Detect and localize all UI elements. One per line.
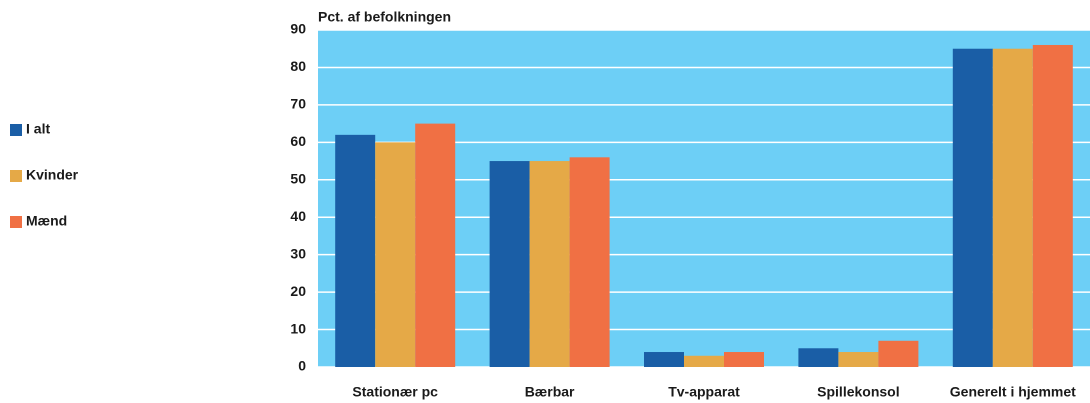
y-tick-label: 30 <box>290 245 306 261</box>
y-tick-label: 50 <box>290 170 306 186</box>
x-tick-label: Spillekonsol <box>817 384 899 400</box>
y-tick-label: 10 <box>290 320 306 336</box>
x-tick-label: Bærbar <box>525 384 575 400</box>
bar <box>878 340 919 367</box>
bar <box>952 48 993 367</box>
y-tick-label: 60 <box>290 133 306 149</box>
bar <box>838 352 879 367</box>
legend-label: I alt <box>26 121 50 137</box>
bar <box>569 157 610 367</box>
legend-swatch <box>10 170 22 182</box>
bar <box>724 352 764 367</box>
legend-swatch <box>10 216 22 228</box>
bar <box>335 134 376 367</box>
y-axis-label: Pct. af befolkningen <box>318 9 451 25</box>
bar <box>1032 44 1073 367</box>
x-tick-label: Tv-apparat <box>668 384 740 400</box>
bar <box>375 142 416 367</box>
y-tick-label: 90 <box>290 21 306 37</box>
legend-label: Mænd <box>26 213 67 229</box>
y-tick-label: 0 <box>298 358 306 374</box>
legend-label: Kvinder <box>26 167 79 183</box>
y-tick-label: 80 <box>290 58 306 74</box>
bar <box>415 123 456 367</box>
y-tick-label: 70 <box>290 96 306 112</box>
bar <box>489 161 530 367</box>
y-tick-label: 20 <box>290 283 306 299</box>
bar <box>684 355 724 367</box>
bar <box>798 348 839 367</box>
bar <box>992 48 1033 367</box>
bar <box>529 161 570 367</box>
x-tick-label: Stationær pc <box>352 384 438 400</box>
y-tick-label: 40 <box>290 208 306 224</box>
x-tick-label: Generelt i hjemmet <box>950 384 1076 400</box>
legend-swatch <box>10 124 22 136</box>
bar <box>644 352 684 367</box>
